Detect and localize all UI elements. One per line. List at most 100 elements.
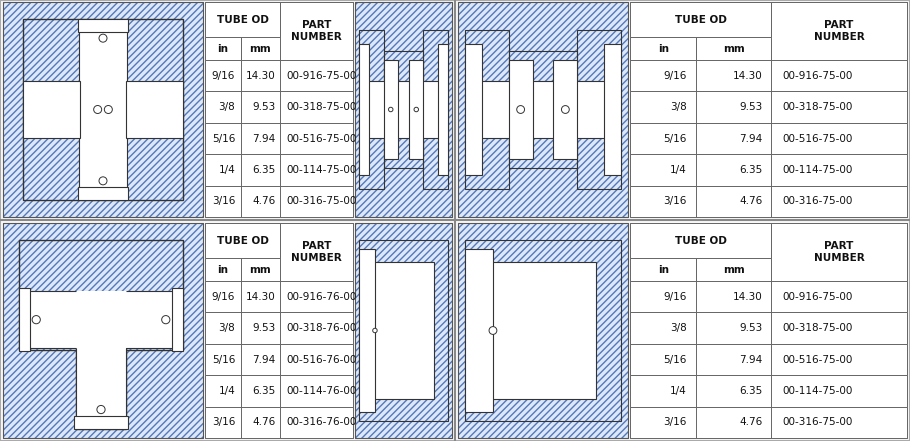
Text: 7.94: 7.94 [252, 355, 276, 365]
Bar [483, 262, 596, 399]
Bar [696, 258, 772, 281]
Bar [79, 19, 127, 200]
Circle shape [105, 105, 112, 113]
Text: 5/16: 5/16 [212, 355, 235, 365]
Bar [458, 2, 628, 217]
Text: 00-318-75-00: 00-318-75-00 [782, 102, 853, 112]
Bar [205, 312, 353, 344]
Text: 00-916-76-00: 00-916-76-00 [287, 292, 357, 302]
Bar [578, 30, 622, 189]
Circle shape [517, 105, 524, 113]
Text: 9/16: 9/16 [212, 71, 235, 81]
Text: 6.35: 6.35 [252, 165, 276, 175]
Text: 3/16: 3/16 [212, 417, 235, 427]
Bar [240, 37, 280, 60]
Bar [355, 2, 452, 217]
Text: 00-114-75-00: 00-114-75-00 [287, 165, 357, 175]
Bar [359, 303, 375, 358]
Text: 00-114-75-00: 00-114-75-00 [782, 165, 853, 175]
Bar [384, 60, 398, 159]
Text: TUBE OD: TUBE OD [674, 236, 726, 246]
Text: 7.94: 7.94 [739, 355, 763, 365]
Bar [76, 292, 126, 430]
Bar [384, 51, 423, 168]
Circle shape [32, 316, 40, 324]
Text: 3/16: 3/16 [663, 196, 686, 206]
Bar [205, 2, 280, 37]
Text: 3/8: 3/8 [218, 323, 235, 333]
Bar [205, 223, 280, 258]
Bar [205, 258, 240, 281]
Bar [630, 60, 907, 91]
Bar [359, 240, 448, 421]
Bar [359, 30, 384, 189]
Bar [205, 186, 353, 217]
Text: 9.53: 9.53 [739, 102, 763, 112]
Bar [509, 51, 578, 168]
Bar [355, 223, 452, 438]
Text: 00-318-75-00: 00-318-75-00 [782, 323, 853, 333]
Bar [465, 30, 509, 189]
Bar [23, 82, 183, 137]
Bar [3, 2, 203, 217]
Text: 6.35: 6.35 [252, 386, 276, 396]
Bar [359, 249, 375, 412]
Bar [76, 344, 126, 430]
Bar [465, 249, 493, 412]
Bar [458, 2, 628, 217]
Bar [205, 154, 353, 186]
Text: 9.53: 9.53 [252, 102, 276, 112]
Text: 00-114-76-00: 00-114-76-00 [287, 386, 357, 396]
Bar [553, 60, 578, 159]
Bar [126, 81, 183, 138]
Bar [205, 123, 353, 154]
Bar [205, 223, 353, 438]
Bar [630, 375, 907, 407]
Bar [19, 240, 183, 350]
Text: 9/16: 9/16 [212, 292, 235, 302]
Bar [630, 186, 907, 217]
Bar [359, 240, 448, 421]
Circle shape [99, 34, 107, 42]
Bar [465, 303, 493, 358]
Bar [696, 37, 772, 60]
Text: 4.76: 4.76 [252, 417, 276, 427]
Bar [205, 91, 353, 123]
Bar [578, 30, 622, 189]
Text: 00-516-76-00: 00-516-76-00 [287, 355, 357, 365]
Bar [77, 187, 128, 200]
Text: 14.30: 14.30 [733, 292, 763, 302]
Text: 4.76: 4.76 [739, 196, 763, 206]
Text: 00-516-75-00: 00-516-75-00 [782, 355, 853, 365]
Text: in: in [658, 265, 669, 275]
Bar [630, 281, 907, 312]
Bar [23, 81, 80, 138]
Circle shape [373, 328, 377, 333]
Text: 3/16: 3/16 [663, 417, 686, 427]
Text: 1/4: 1/4 [670, 165, 686, 175]
Text: 6.35: 6.35 [739, 165, 763, 175]
Bar [630, 258, 696, 281]
Text: 3/8: 3/8 [670, 102, 686, 112]
Text: 00-318-75-00: 00-318-75-00 [287, 102, 357, 112]
Circle shape [96, 405, 105, 414]
Bar [205, 281, 353, 312]
Text: 00-316-75-00: 00-316-75-00 [782, 417, 853, 427]
Bar [630, 2, 772, 37]
Bar [423, 30, 448, 189]
Bar [205, 37, 240, 60]
Bar [603, 45, 622, 175]
Text: 7.94: 7.94 [252, 134, 276, 143]
Bar [509, 60, 532, 159]
Text: PART
NUMBER: PART NUMBER [291, 20, 342, 42]
Bar [355, 2, 452, 217]
Text: 3/8: 3/8 [670, 323, 686, 333]
Bar [630, 154, 907, 186]
Circle shape [162, 316, 170, 324]
Bar [77, 19, 128, 32]
Text: in: in [217, 44, 228, 54]
Text: 3/16: 3/16 [212, 196, 235, 206]
Bar [465, 30, 509, 189]
Bar [384, 51, 423, 168]
Bar [359, 81, 448, 138]
